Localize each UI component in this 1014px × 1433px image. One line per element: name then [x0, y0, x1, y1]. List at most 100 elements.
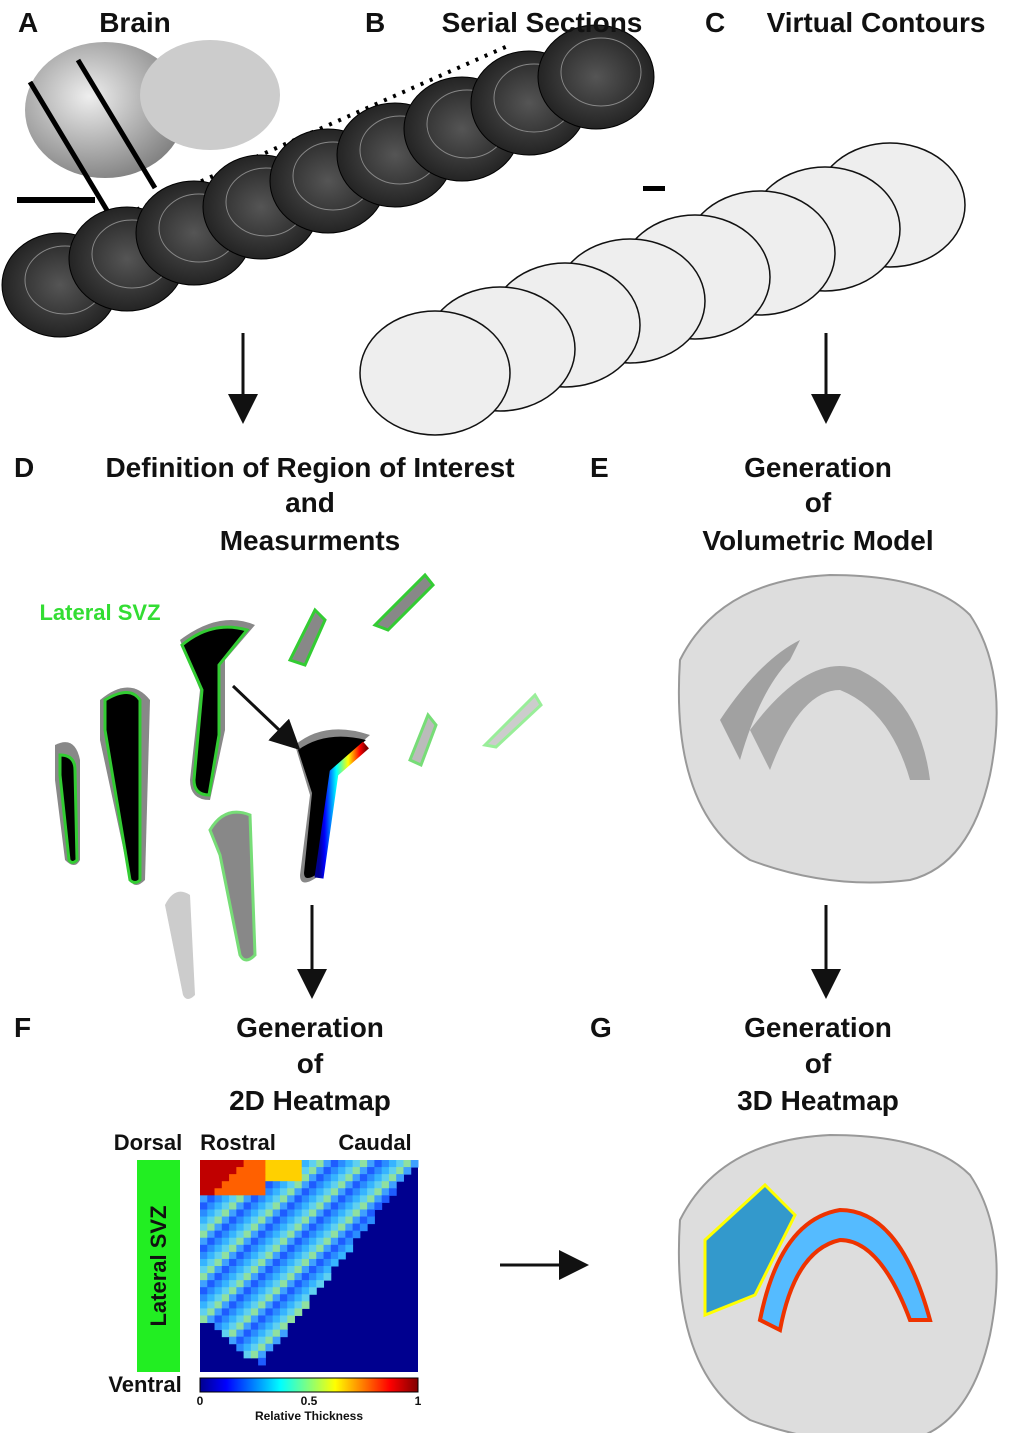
heatmap-cell	[251, 1252, 259, 1260]
heatmap-cell	[302, 1231, 310, 1239]
heatmap-cell	[251, 1301, 259, 1309]
heatmap-cell	[382, 1174, 390, 1182]
heatmap-cell	[338, 1188, 346, 1196]
heatmap-cell	[258, 1301, 266, 1309]
heatmap-cell	[251, 1287, 259, 1295]
heatmap-cell	[251, 1308, 259, 1316]
heatmap-cell	[403, 1160, 411, 1168]
heatmap-cell	[236, 1337, 244, 1345]
heatmap-cell	[229, 1195, 237, 1203]
heatmap-cell	[258, 1181, 266, 1189]
heatmap-cell	[294, 1273, 302, 1281]
heatmap-cell	[367, 1217, 375, 1225]
heatmap-cell	[338, 1252, 346, 1260]
heatmap-cell	[236, 1330, 244, 1338]
heatmap-cell	[215, 1259, 223, 1267]
heatmap-cell	[265, 1209, 273, 1217]
heatmap-cell	[265, 1217, 273, 1225]
heatmap-cell	[360, 1195, 368, 1203]
heatmap-cell	[207, 1231, 215, 1239]
heatmap-cell	[200, 1181, 208, 1189]
heatmap-cell	[309, 1160, 317, 1168]
heatmap-cell	[215, 1202, 223, 1210]
heatmap-cell	[345, 1181, 353, 1189]
heatmap-cell	[287, 1160, 295, 1168]
heatmap-cell	[294, 1174, 302, 1182]
heatmap-cell	[251, 1224, 259, 1232]
heatmap-cell	[251, 1273, 259, 1281]
heatmap-cell	[280, 1174, 288, 1182]
heatmap-cell	[207, 1259, 215, 1267]
heatmap-cell	[244, 1209, 252, 1217]
heatmap-cell	[374, 1202, 382, 1210]
heatmap-cell	[265, 1266, 273, 1274]
heatmap-cell	[222, 1280, 230, 1288]
heatmap-cell	[309, 1252, 317, 1260]
heatmap-cell	[324, 1238, 332, 1246]
heatmap-cell	[389, 1174, 397, 1182]
panel-letter: A	[18, 7, 38, 38]
heatmap-cell	[229, 1217, 237, 1225]
heatmap-cell	[244, 1330, 252, 1338]
heatmap-cell	[236, 1344, 244, 1352]
heatmap-cell	[294, 1188, 302, 1196]
heatmap-cell	[273, 1209, 281, 1217]
heatmap-cell	[229, 1181, 237, 1189]
heatmap-cell	[324, 1245, 332, 1253]
heatmap-cell	[258, 1280, 266, 1288]
heatmap-cell	[236, 1280, 244, 1288]
heatmap-cell	[316, 1245, 324, 1253]
heatmap-cell	[244, 1301, 252, 1309]
heatmap-cell	[258, 1330, 266, 1338]
heatmap-cell	[345, 1202, 353, 1210]
heatmap-cell	[215, 1245, 223, 1253]
panel-letter: G	[590, 1012, 612, 1043]
heatmap-cell	[265, 1287, 273, 1295]
heatmap-cell	[229, 1315, 237, 1323]
heatmap-cell	[251, 1315, 259, 1323]
heatmap-cell	[316, 1174, 324, 1182]
heatmap-cell	[207, 1188, 215, 1196]
heatmap-cell	[273, 1280, 281, 1288]
heatmap-cell	[222, 1273, 230, 1281]
heatmap-cell	[265, 1174, 273, 1182]
heatmap-cell	[287, 1259, 295, 1267]
panel-title: Generation	[744, 452, 892, 483]
heatmap-cell	[258, 1174, 266, 1182]
heatmap-cell	[229, 1160, 237, 1168]
heatmap-cell	[251, 1266, 259, 1274]
heatmap	[200, 1160, 419, 1372]
heatmap-cell	[302, 1301, 310, 1309]
heatmap-cell	[215, 1160, 223, 1168]
figure: A Brain B Serial Sections C Virtual Cont…	[0, 0, 1014, 1433]
heatmap-cell	[302, 1294, 310, 1302]
panel-title: Measurments	[220, 525, 401, 556]
heatmap-cell	[236, 1238, 244, 1246]
heatmap-cell	[345, 1188, 353, 1196]
heatmap-cell	[236, 1160, 244, 1168]
heatmap-cell	[236, 1273, 244, 1281]
heatmap-cell	[244, 1287, 252, 1295]
heatmap-cell	[273, 1323, 281, 1331]
heatmap-cell	[294, 1195, 302, 1203]
heatmap-cell	[244, 1273, 252, 1281]
heatmap-cell	[287, 1181, 295, 1189]
heatmap-cell	[353, 1188, 361, 1196]
heatmap-cell	[251, 1167, 259, 1175]
heatmap-cell	[302, 1167, 310, 1175]
heatmap-cell	[200, 1280, 208, 1288]
heatmap-cell	[374, 1174, 382, 1182]
heatmap-cell	[353, 1202, 361, 1210]
heatmap-cell	[251, 1259, 259, 1267]
heatmap-cell	[236, 1181, 244, 1189]
colorbar	[200, 1378, 418, 1392]
heatmap-cell	[287, 1252, 295, 1260]
heatmap-label: Caudal	[338, 1130, 411, 1155]
heatmap-cell	[200, 1294, 208, 1302]
heatmap-cell	[258, 1323, 266, 1331]
heatmap-cell	[280, 1287, 288, 1295]
heatmap-cell	[302, 1195, 310, 1203]
heatmap-cell	[200, 1245, 208, 1253]
heatmap-cell	[382, 1195, 390, 1203]
heatmap-cell	[215, 1174, 223, 1182]
